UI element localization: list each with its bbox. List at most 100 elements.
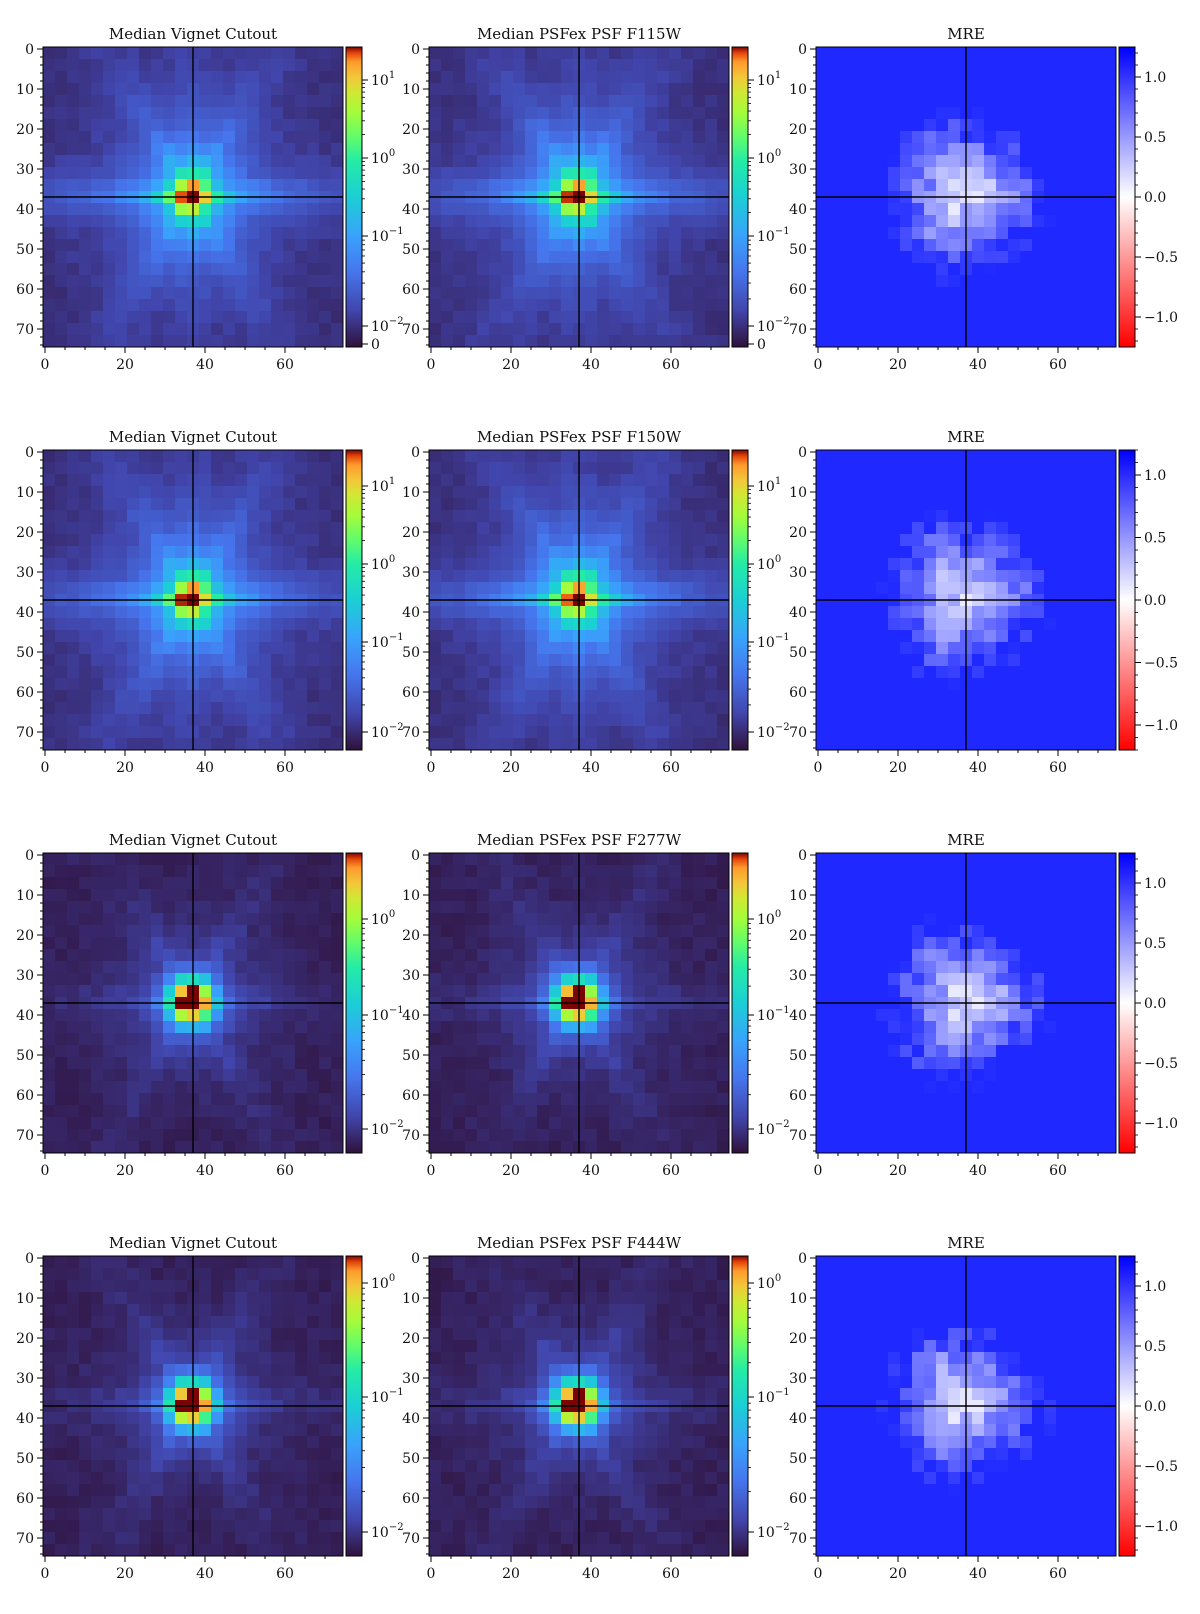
x-tick-label: 60 — [1049, 1163, 1067, 1179]
y-tick-label: 60 — [16, 282, 34, 298]
x-tick-label: 40 — [582, 1566, 600, 1582]
colorbar-tick-label: 0.5 — [1144, 130, 1166, 146]
y-tick-label: 40 — [16, 1411, 34, 1427]
x-tick-label: 0 — [814, 760, 823, 776]
y-tick-label: 10 — [16, 1291, 34, 1307]
x-tick-label: 20 — [502, 357, 520, 373]
y-tick-label: 20 — [402, 1331, 420, 1347]
x-tick-label: 0 — [814, 1566, 823, 1582]
heatmap-image — [815, 46, 1117, 348]
y-tick-label: 70 — [402, 725, 420, 741]
colorbar-tick-label: 10−1 — [371, 632, 404, 651]
x-tick-label: 0 — [41, 1566, 50, 1582]
y-tick-label: 10 — [789, 82, 807, 98]
x-tick-label: 0 — [427, 1163, 436, 1179]
heatmap-image — [42, 852, 344, 1154]
panel-r1-c2: 0 10 20 30 40 50 60 70 0 20 40 60 MRE 1.0 0.5 0.0 −0.5 −1… — [789, 428, 1178, 776]
colorbar-tick-label: 0.0 — [1144, 593, 1166, 609]
y-tick-label: 10 — [402, 485, 420, 501]
y-tick-label: 0 — [25, 848, 34, 864]
y-tick-label: 60 — [789, 1088, 807, 1104]
y-tick-label: 20 — [789, 122, 807, 138]
x-tick-label: 20 — [889, 760, 907, 776]
colorbar-tick-label: 101 — [371, 70, 395, 89]
y-tick-label: 10 — [789, 485, 807, 501]
colorbar-tick-label: −0.5 — [1144, 1459, 1178, 1475]
colorbar-tick-label: 0.0 — [1144, 996, 1166, 1012]
colorbar-tick-label: 100 — [371, 148, 395, 167]
x-tick-label: 60 — [662, 357, 680, 373]
panel-title: Median Vignet Cutout — [109, 1234, 277, 1252]
colorbar-tick-label: 100 — [757, 1273, 781, 1292]
x-tick-label: 20 — [116, 357, 134, 373]
y-tick-label: 10 — [16, 82, 34, 98]
colorbar: 100 10−1 10−2 — [345, 1255, 404, 1557]
y-tick-label: 70 — [789, 725, 807, 741]
y-tick-label: 40 — [789, 605, 807, 621]
heatmap-image — [815, 1255, 1117, 1557]
x-tick-label: 20 — [116, 1566, 134, 1582]
colorbar-tick-label: −1.0 — [1144, 1519, 1178, 1535]
y-tick-label: 50 — [789, 1048, 807, 1064]
y-tick-label: 10 — [789, 888, 807, 904]
heatmap-image — [428, 1255, 730, 1557]
y-tick-label: 0 — [25, 42, 34, 58]
panel-r2-c0: 0 10 20 30 40 50 60 70 0 20 40 60 Median Vignet Cuto… — [16, 831, 403, 1179]
x-tick-label: 40 — [196, 357, 214, 373]
x-tick-label: 20 — [116, 1163, 134, 1179]
panel-title: Median Vignet Cutout — [109, 831, 277, 849]
panel-r1-c1: 0 10 20 30 40 50 60 70 0 20 40 60 Median PSFex PSF F… — [402, 428, 789, 776]
y-tick-label: 0 — [798, 848, 807, 864]
colorbar-tick-label: −1.0 — [1144, 1116, 1178, 1132]
y-tick-label: 0 — [798, 42, 807, 58]
x-tick-label: 0 — [41, 1163, 50, 1179]
x-tick-label: 40 — [969, 760, 987, 776]
x-tick-label: 60 — [662, 760, 680, 776]
colorbar-tick-label: 10−2 — [371, 1522, 404, 1541]
colorbar: 1.0 0.5 0.0 −0.5 −1.0 — [1118, 1255, 1178, 1557]
y-tick-label: 20 — [402, 122, 420, 138]
x-tick-label: 20 — [502, 1566, 520, 1582]
x-tick-label: 0 — [427, 357, 436, 373]
heatmap-image — [428, 449, 730, 751]
x-tick-label: 60 — [662, 1566, 680, 1582]
panel-title: Median Vignet Cutout — [109, 428, 277, 446]
y-tick-label: 10 — [402, 1291, 420, 1307]
colorbar-tick-label: 10−1 — [371, 1005, 404, 1024]
y-tick-label: 20 — [16, 525, 34, 541]
panel-r0-c1: 0 10 20 30 40 50 60 70 0 20 40 60 Median PSFex PSF F… — [402, 25, 789, 373]
y-tick-label: 20 — [789, 525, 807, 541]
colorbar-tick-label: 0.5 — [1144, 1339, 1166, 1355]
colorbar-tick-label: 100 — [371, 554, 395, 573]
y-tick-label: 0 — [798, 445, 807, 461]
y-tick-label: 30 — [16, 565, 34, 581]
y-tick-label: 0 — [25, 445, 34, 461]
x-tick-label: 20 — [889, 1163, 907, 1179]
panel-r3-c0: 0 10 20 30 40 50 60 70 0 20 40 60 Median Vignet Cuto… — [16, 1234, 403, 1582]
colorbar-tick-label: 100 — [371, 1273, 395, 1292]
colorbar: 101 100 10−1 10−2 — [731, 449, 790, 751]
y-tick-label: 40 — [402, 605, 420, 621]
x-tick-label: 60 — [1049, 1566, 1067, 1582]
y-tick-label: 20 — [16, 122, 34, 138]
colorbar: 1.0 0.5 0.0 −0.5 −1.0 — [1118, 449, 1178, 751]
colorbar-tick-label: 101 — [371, 476, 395, 495]
heatmap-image — [428, 852, 730, 1154]
panel-title: Median PSFex PSF F444W — [477, 1234, 682, 1252]
y-tick-label: 70 — [402, 322, 420, 338]
y-tick-label: 60 — [402, 282, 420, 298]
x-tick-label: 20 — [889, 357, 907, 373]
colorbar: 101 100 10−1 10−2 0 — [731, 46, 790, 353]
x-tick-label: 40 — [582, 1163, 600, 1179]
y-tick-label: 30 — [789, 565, 807, 581]
colorbar-tick-label: 1.0 — [1144, 1279, 1166, 1295]
colorbar: 1.0 0.5 0.0 −0.5 −1.0 — [1118, 46, 1178, 348]
colorbar-tick-label: −0.5 — [1144, 250, 1178, 266]
y-tick-label: 10 — [789, 1291, 807, 1307]
panel-title: MRE — [947, 831, 985, 849]
y-tick-label: 60 — [16, 685, 34, 701]
y-tick-label: 30 — [402, 1371, 420, 1387]
colorbar-tick-label: −0.5 — [1144, 656, 1178, 672]
y-tick-label: 30 — [16, 968, 34, 984]
x-tick-label: 20 — [889, 1566, 907, 1582]
